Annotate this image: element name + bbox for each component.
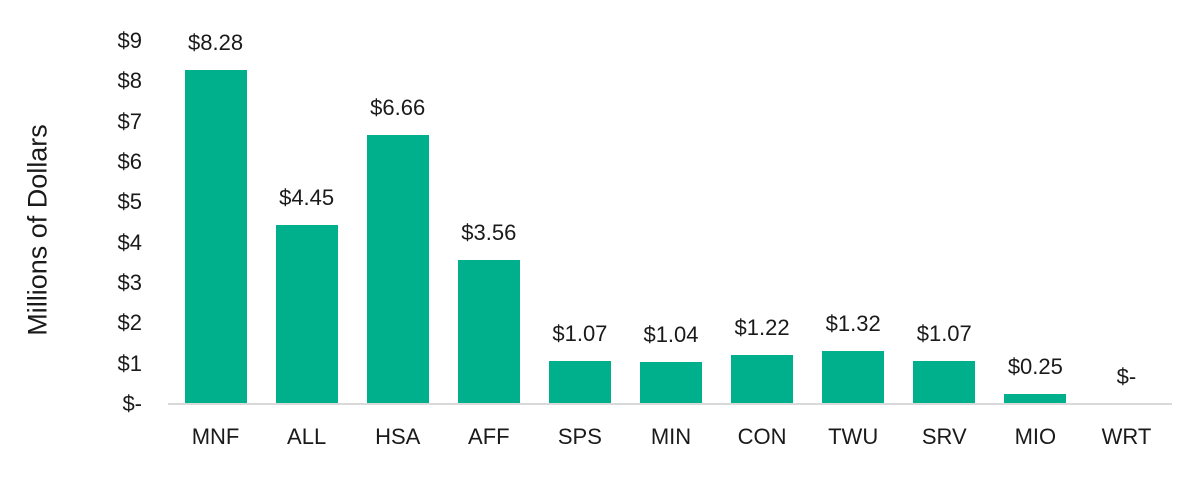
x-axis-label: CON	[737, 424, 787, 449]
y-axis-tick-label: $8	[117, 68, 142, 94]
y-axis-tick-label: $-	[122, 391, 142, 416]
bar-value-label: $-	[1116, 364, 1137, 389]
y-axis-tick-label: $2	[117, 310, 142, 336]
x-axis-label: ALL	[287, 424, 327, 449]
bar-value-label: $1.32	[825, 310, 881, 336]
y-axis-tick-label: $6	[117, 149, 142, 174]
x-axis-label: TWU	[828, 424, 879, 449]
bar	[548, 360, 611, 404]
bar-value-label: $4.45	[279, 184, 335, 210]
bar-value-label: $6.66	[370, 95, 426, 121]
x-axis-label: AFF	[468, 424, 510, 449]
x-axis-label: MNF	[191, 424, 240, 449]
bar	[457, 260, 520, 404]
y-axis-tick-label: $7	[117, 108, 142, 134]
bar-value-label: $1.22	[734, 314, 790, 340]
x-axis-label: SPS	[557, 424, 602, 449]
bar-value-label: $1.07	[916, 320, 972, 346]
bar	[731, 354, 794, 404]
x-axis-label: MIO	[1014, 424, 1057, 449]
bar-value-label: $3.56	[461, 220, 517, 246]
x-axis-label: WRT	[1101, 424, 1152, 449]
y-axis-tick-label: $3	[117, 270, 142, 295]
bar	[913, 360, 976, 404]
bar-value-label: $1.07	[552, 320, 608, 346]
bar	[640, 362, 702, 404]
bar-value-label: $0.25	[1007, 353, 1063, 379]
x-axis-label: SRV	[921, 424, 967, 449]
y-axis-tick-label: $5	[117, 189, 142, 215]
y-axis-tick-label: $9	[117, 28, 142, 53]
y-axis-tick-label: $1	[117, 350, 142, 376]
y-axis-tick-label: $4	[117, 229, 142, 255]
bar	[275, 224, 338, 404]
bar	[822, 350, 885, 404]
bar-value-label: $1.04	[643, 322, 699, 348]
x-axis-label: HSA	[375, 424, 421, 449]
x-axis-baseline	[168, 403, 1172, 405]
bar	[184, 70, 247, 404]
bar	[1004, 393, 1067, 404]
bar-value-label: $8.28	[188, 30, 244, 56]
x-axis-label: MIN	[650, 424, 692, 449]
bar	[366, 135, 429, 404]
